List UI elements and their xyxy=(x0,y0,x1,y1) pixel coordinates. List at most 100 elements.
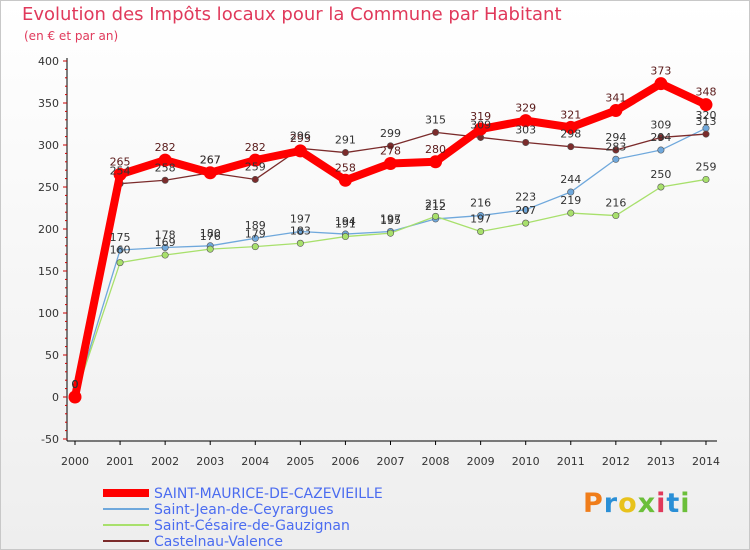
logo-letter: t xyxy=(666,488,681,519)
data-label: 321 xyxy=(560,108,581,121)
data-label: 0 xyxy=(72,378,79,391)
data-label: 259 xyxy=(245,160,266,173)
data-label: 258 xyxy=(335,161,356,174)
proxiti-logo: Proxiti xyxy=(583,488,691,519)
data-point xyxy=(386,229,394,237)
logo-letter: i xyxy=(680,488,691,519)
data-label: 250 xyxy=(650,168,671,181)
data-label: 216 xyxy=(605,197,626,210)
data-point xyxy=(248,153,262,167)
data-label: 303 xyxy=(515,123,536,136)
x-tick-label: 2013 xyxy=(647,455,675,468)
logo-letter: P xyxy=(583,488,604,519)
data-point xyxy=(612,146,620,154)
data-point xyxy=(432,212,440,220)
data-point xyxy=(251,234,259,242)
data-label: 0 xyxy=(72,378,79,391)
data-point xyxy=(116,246,124,254)
data-label: 373 xyxy=(650,65,671,78)
chart-subtitle: (en € et par an) xyxy=(24,29,119,43)
y-tick-label: 300 xyxy=(38,139,59,152)
data-label: 0 xyxy=(72,378,79,391)
data-point xyxy=(702,130,710,138)
data-label: 294 xyxy=(605,131,626,144)
data-label: 215 xyxy=(425,197,446,210)
data-label: 223 xyxy=(515,191,536,204)
data-label: 299 xyxy=(380,127,401,140)
x-tick-label: 2009 xyxy=(467,455,495,468)
data-label: 179 xyxy=(245,228,266,241)
data-point xyxy=(609,104,623,118)
data-label: 265 xyxy=(110,155,131,168)
data-point xyxy=(161,243,169,251)
data-point xyxy=(161,251,169,259)
data-point xyxy=(699,98,713,112)
y-tick-label: 0 xyxy=(52,391,59,404)
data-label: 169 xyxy=(155,236,176,249)
data-label: 197 xyxy=(290,213,311,226)
x-tick-label: 2006 xyxy=(331,455,359,468)
data-point xyxy=(116,259,124,267)
data-label: 294 xyxy=(650,131,671,144)
data-label: 291 xyxy=(335,134,356,147)
data-label: 267 xyxy=(200,154,221,167)
data-point xyxy=(161,176,169,184)
data-label: 298 xyxy=(560,128,581,141)
data-label: 319 xyxy=(470,110,491,123)
y-tick-label: 350 xyxy=(38,97,59,110)
x-tick-label: 2011 xyxy=(557,455,585,468)
data-point xyxy=(338,173,352,187)
data-label: 267 xyxy=(200,154,221,167)
x-tick-label: 2010 xyxy=(512,455,540,468)
data-label: 216 xyxy=(470,197,491,210)
data-point xyxy=(657,183,665,191)
x-tick-label: 2001 xyxy=(106,455,134,468)
legend-label: Saint-Jean-de-Ceyrargues xyxy=(154,502,334,518)
data-label: 176 xyxy=(200,230,221,243)
data-point xyxy=(702,175,710,183)
y-tick-label: 100 xyxy=(38,307,59,320)
data-label: 191 xyxy=(335,218,356,231)
data-label: 329 xyxy=(515,102,536,115)
data-point xyxy=(113,167,127,181)
data-label: 296 xyxy=(290,129,311,142)
data-label: 313 xyxy=(695,115,716,128)
data-label: 258 xyxy=(155,161,176,174)
data-label: 309 xyxy=(470,118,491,131)
y-tick-label: 400 xyxy=(38,55,59,68)
data-label: 160 xyxy=(110,244,131,257)
data-point xyxy=(203,166,217,180)
logo-letter: i xyxy=(656,488,667,519)
data-point xyxy=(251,175,259,183)
x-tick-label: 2007 xyxy=(376,455,404,468)
x-tick-label: 2008 xyxy=(422,455,450,468)
chart-title: Evolution des Impôts locaux pour la Comm… xyxy=(22,4,562,25)
data-point xyxy=(654,77,668,91)
data-label: 259 xyxy=(695,160,716,173)
data-point xyxy=(519,114,533,128)
data-point xyxy=(251,243,259,251)
data-label: 254 xyxy=(110,165,131,178)
data-label: 175 xyxy=(110,231,131,244)
data-point xyxy=(657,146,665,154)
data-point xyxy=(612,155,620,163)
data-point xyxy=(477,228,485,236)
data-point xyxy=(477,212,485,220)
data-point xyxy=(341,149,349,157)
data-point xyxy=(657,133,665,141)
data-point xyxy=(522,219,530,227)
data-label: 348 xyxy=(695,86,716,99)
data-label: 194 xyxy=(335,215,356,228)
data-label: 282 xyxy=(155,141,176,154)
data-label: 283 xyxy=(605,140,626,153)
data-label: 212 xyxy=(425,200,446,213)
data-label: 207 xyxy=(515,204,536,217)
data-point xyxy=(296,228,304,236)
logo-letter: o xyxy=(618,488,638,519)
data-point xyxy=(564,120,578,134)
data-label: 183 xyxy=(290,224,311,237)
y-tick-label: -50 xyxy=(41,433,59,446)
data-label: 189 xyxy=(245,219,266,232)
